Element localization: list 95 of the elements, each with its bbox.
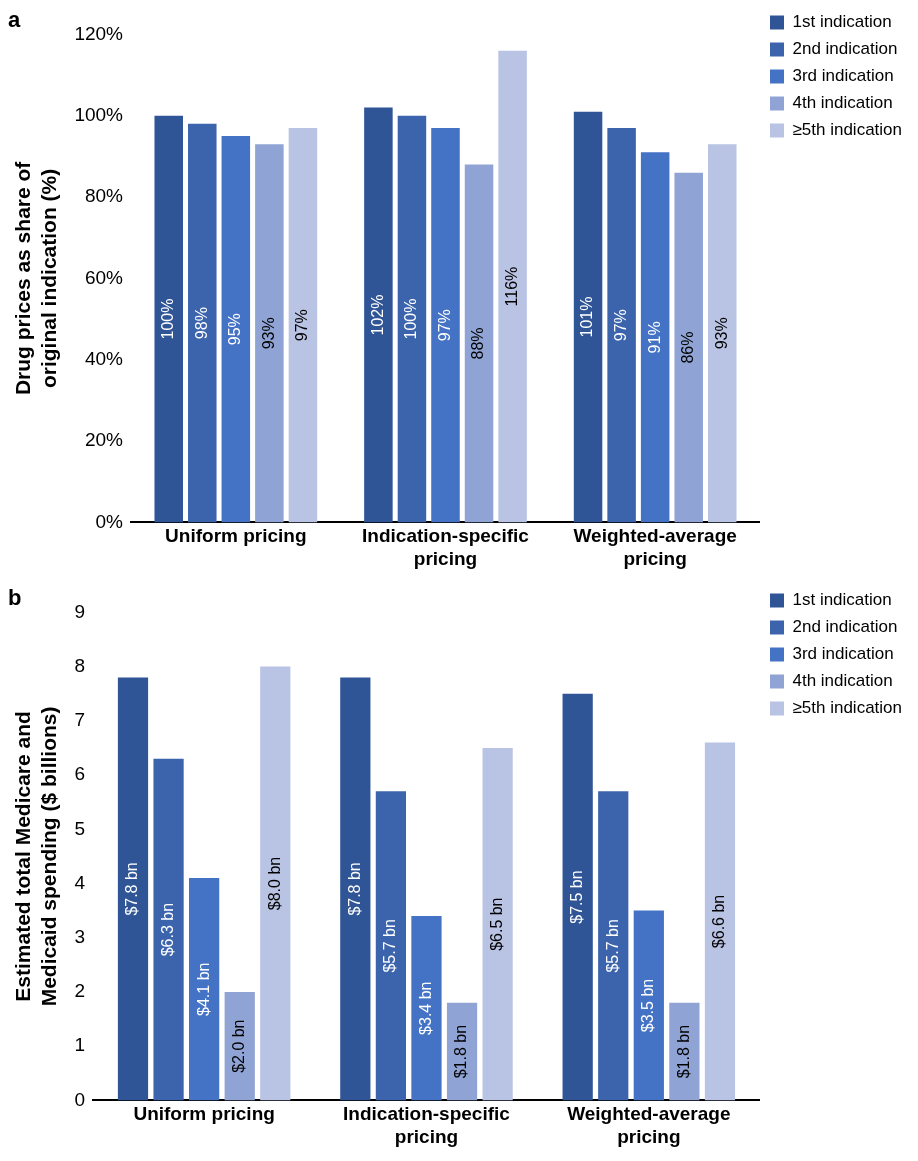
bar xyxy=(669,1002,700,1101)
bar xyxy=(117,677,149,1101)
bar xyxy=(607,127,636,523)
y-tick-label: 1 xyxy=(74,1034,85,1056)
data-label: 100% xyxy=(402,298,420,340)
y-tick-label: 40% xyxy=(84,347,124,369)
data-label: $7.8 bn xyxy=(345,862,363,916)
chart-title: b xyxy=(8,585,22,611)
legend-label: 1st indication xyxy=(792,590,892,610)
y-axis-title: Drug prices as share of original indication (%) xyxy=(11,160,60,396)
data-label: 98% xyxy=(192,307,210,340)
data-label: 97% xyxy=(435,309,453,342)
y-tick-label: 2 xyxy=(74,980,85,1002)
y-tick-label: 100% xyxy=(74,103,124,125)
data-label: $7.5 bn xyxy=(568,870,586,924)
y-tick-label: 3 xyxy=(74,925,85,947)
y-tick-label: 20% xyxy=(84,429,124,451)
data-label: 101% xyxy=(578,296,596,338)
data-label: 97% xyxy=(293,309,311,342)
bar xyxy=(288,127,318,523)
data-label: 88% xyxy=(469,327,487,360)
x-tick-label: Weighted-average pricing xyxy=(567,1103,731,1147)
bar xyxy=(260,666,291,1101)
bar xyxy=(255,144,284,523)
y-tick-label: 0% xyxy=(95,510,124,532)
legend-label: ≥5th indication xyxy=(792,698,902,718)
data-label: $6.6 bn xyxy=(710,894,728,949)
bar xyxy=(431,127,460,523)
data-label: $1.8 bn xyxy=(452,1024,470,1079)
data-label: $8.0 bn xyxy=(265,856,283,911)
data-label: $5.7 bn xyxy=(381,919,399,973)
bar xyxy=(154,115,183,523)
data-label: 100% xyxy=(159,298,177,340)
y-tick-label: 0 xyxy=(74,1088,85,1110)
y-axis-title: Estimated total Medicare and Medicaid spending ($ billions) xyxy=(11,706,60,1007)
y-tick-label: 9 xyxy=(74,600,85,622)
legend-label: 2nd indication xyxy=(792,39,898,59)
legend-label: 1st indication xyxy=(792,12,892,32)
bar xyxy=(464,164,494,523)
data-label: 86% xyxy=(679,331,697,364)
y-tick-label: 80% xyxy=(84,185,124,207)
bar xyxy=(188,123,217,523)
bar xyxy=(340,677,371,1101)
data-label: $3.4 bn xyxy=(416,981,434,1035)
y-tick-label: 60% xyxy=(84,266,124,288)
data-label: $6.5 bn xyxy=(488,897,506,951)
bar xyxy=(633,910,664,1101)
x-tick-label: Indication-specific pricing xyxy=(343,1103,511,1147)
y-tick-label: 5 xyxy=(74,817,85,839)
data-label: $1.8 bn xyxy=(674,1024,692,1079)
data-label: $7.8 bn xyxy=(123,862,141,916)
x-tick-label: Indication-specific pricing xyxy=(362,525,530,569)
data-label: $5.7 bn xyxy=(603,919,621,973)
bar xyxy=(221,136,251,523)
bar xyxy=(562,693,593,1101)
legend-label: 3rd indication xyxy=(792,644,894,664)
bar xyxy=(640,152,670,523)
y-tick-label: 6 xyxy=(74,763,85,785)
data-label: 116% xyxy=(502,266,520,307)
bar xyxy=(707,144,737,523)
data-label: 91% xyxy=(645,321,663,354)
legend-label: ≥5th indication xyxy=(792,120,902,140)
bar xyxy=(573,111,603,523)
y-tick-label: 120% xyxy=(74,22,124,44)
bar xyxy=(153,758,184,1101)
bar xyxy=(411,916,442,1101)
data-label: 95% xyxy=(226,313,244,346)
legend-label: 4th indication xyxy=(792,93,893,113)
data-label: 102% xyxy=(368,294,386,336)
legend-label: 2nd indication xyxy=(792,617,898,637)
legend-label: 4th indication xyxy=(792,671,893,691)
bar xyxy=(704,742,736,1101)
x-tick-label: Uniform pricing xyxy=(133,1103,275,1125)
data-label: 93% xyxy=(259,317,277,350)
data-label: $2.0 bn xyxy=(230,1019,248,1073)
data-label: $4.1 bn xyxy=(194,962,212,1016)
x-tick-label: Uniform pricing xyxy=(165,525,307,547)
bar xyxy=(598,791,629,1101)
legend-label: 3rd indication xyxy=(792,66,894,86)
bar xyxy=(375,791,407,1101)
bar xyxy=(498,50,527,523)
bar xyxy=(482,747,513,1101)
bar xyxy=(674,172,703,523)
y-tick-label: 4 xyxy=(74,871,86,893)
x-tick-label: Weighted-average pricing xyxy=(573,525,737,569)
bar xyxy=(364,107,393,523)
data-label: $3.5 bn xyxy=(639,978,657,1033)
data-label: $6.3 bn xyxy=(158,902,176,957)
y-tick-label: 8 xyxy=(74,654,85,676)
bar xyxy=(397,115,427,523)
y-tick-label: 7 xyxy=(74,709,85,731)
data-label: 97% xyxy=(612,309,630,342)
chart-title: a xyxy=(8,7,21,33)
data-label: 93% xyxy=(712,317,730,350)
bar xyxy=(189,878,220,1101)
